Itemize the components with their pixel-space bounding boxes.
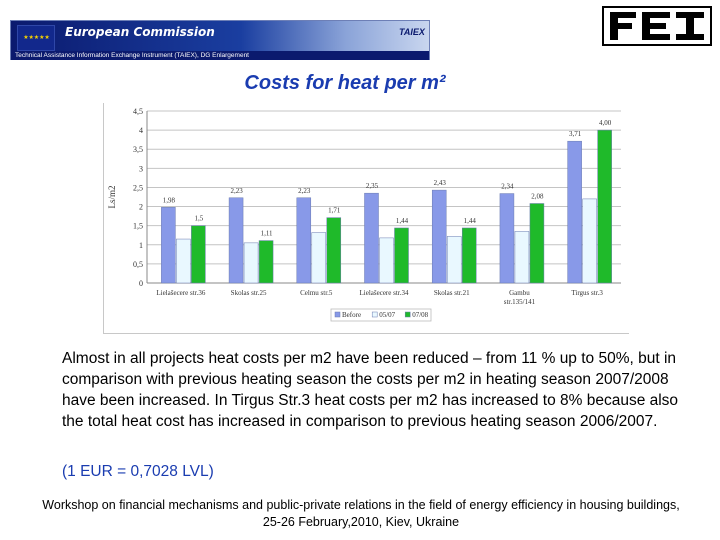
- y-tick-label: 4,5: [133, 107, 143, 116]
- bar-05-07: [582, 198, 597, 284]
- bar-value-label: 2,08: [531, 192, 544, 200]
- x-tick-label: Skolas str.25: [231, 289, 267, 297]
- y-tick-label: 1: [139, 241, 143, 250]
- y-axis-label: Ls/m2: [107, 185, 117, 208]
- legend-label: Before: [342, 311, 361, 319]
- fei-logo-text: FEI: [656, 29, 658, 31]
- y-tick-label: 0: [139, 279, 143, 288]
- bar-value-label: 1,44: [464, 217, 477, 225]
- slide-title: Costs for heat per m²: [244, 72, 446, 94]
- bar-07-08: [326, 217, 342, 284]
- bar-before: [228, 197, 244, 284]
- bar-value-label: 2,23: [230, 187, 243, 195]
- bar-05-07: [176, 238, 191, 284]
- bar-value-label: 1,44: [396, 217, 409, 225]
- legend-label: 07/08: [412, 311, 428, 319]
- bar-before: [499, 193, 515, 284]
- bar-07-08: [394, 227, 409, 284]
- legend-swatch: [404, 311, 411, 318]
- x-tick-label-line2: str.135/141: [504, 298, 536, 306]
- bar-value-label: 4,00: [599, 119, 612, 127]
- eu-flag-icon: ★ ★ ★ ★ ★: [17, 25, 55, 51]
- bar-07-08: [461, 227, 477, 284]
- bar-value-label: 2,35: [366, 182, 379, 190]
- x-tick-label: Lielašecere str.36: [156, 289, 205, 297]
- x-tick-label: Gambu: [509, 289, 530, 297]
- exchange-rate-note: (1 EUR = 0,7028 LVL): [62, 463, 214, 480]
- bar-value-label: 1,98: [163, 196, 176, 204]
- legend-swatch: [334, 311, 341, 318]
- heat-cost-chart: 0 0,5 1 1,5 2 2,5 3 3,5 4 4,5 Ls/m2 1,98 1,5 Lielašec…: [107, 107, 621, 322]
- bar-07-08: [191, 225, 206, 284]
- banner-title: European Commission: [65, 25, 215, 39]
- chart-frame: [103, 103, 629, 334]
- y-tick-label: 1,5: [133, 222, 143, 231]
- bar-07-08: [258, 240, 274, 284]
- bar-05-07: [311, 232, 327, 284]
- bar-value-label: 1,5: [194, 215, 203, 223]
- y-tick-label: 4: [139, 126, 143, 135]
- workshop-footer: Workshop on financial mechanisms and pub…: [42, 498, 680, 529]
- bar-05-07: [379, 237, 394, 284]
- y-tick-label: 0,5: [133, 260, 143, 269]
- bar-value-label: 2,23: [298, 187, 311, 195]
- bar-value-label: 1,11: [261, 230, 273, 238]
- legend-swatch: [371, 311, 378, 318]
- bar-05-07: [446, 236, 462, 284]
- fei-logo: FEI: [602, 6, 712, 46]
- bar-before: [431, 189, 447, 284]
- bar-05-07: [514, 231, 530, 284]
- bar-value-label: 2,43: [434, 179, 447, 187]
- y-tick-label: 3: [139, 164, 143, 173]
- bar-before: [296, 197, 312, 284]
- body-paragraph: Almost in all projects heat costs per m2…: [62, 350, 679, 430]
- bar-05-07: [243, 242, 259, 284]
- european-commission-banner: ★ ★ ★ ★ ★ European Commission TAIEX Tech…: [10, 20, 430, 60]
- x-tick-label: Celmu str.5: [300, 289, 333, 297]
- y-tick-label: 2: [139, 203, 143, 212]
- legend-label: 05/07: [379, 311, 395, 319]
- bar-value-label: 1,71: [328, 207, 341, 215]
- taiex-label: TAIEX: [399, 27, 425, 37]
- bar-07-08: [597, 129, 612, 284]
- x-tick-label: Skolas str.21: [434, 289, 470, 297]
- x-tick-label: Lielašecere str.34: [360, 289, 409, 297]
- bar-before: [567, 140, 582, 284]
- bar-07-08: [529, 203, 545, 284]
- x-tick-label: Tirgus str.3: [571, 289, 603, 297]
- y-tick-label: 2,5: [133, 183, 143, 192]
- bar-value-label: 2,34: [501, 183, 514, 191]
- y-tick-label: 3,5: [133, 145, 143, 154]
- bar-before: [364, 192, 379, 284]
- bar-before: [161, 207, 176, 284]
- eu-flag-stars: ★ ★ ★ ★ ★: [23, 34, 50, 41]
- banner-subtitle: Technical Assistance Information Exchang…: [11, 51, 429, 60]
- bar-value-label: 3,71: [569, 130, 582, 138]
